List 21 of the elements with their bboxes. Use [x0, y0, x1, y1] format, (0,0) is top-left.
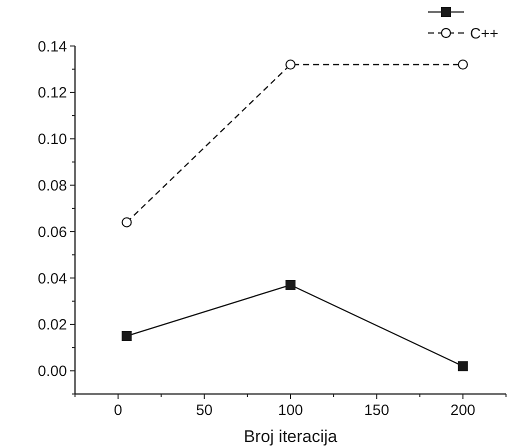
x-tick-label: 50: [196, 402, 213, 419]
y-tick-label: 0.14: [38, 38, 67, 56]
point: [285, 59, 296, 70]
y-tick-label: 0.00: [38, 363, 67, 380]
y-tick-label: 0.10: [38, 131, 67, 148]
point: [286, 280, 296, 290]
y-tick-label: 0.06: [38, 224, 67, 241]
y-tick-label: 0.02: [38, 316, 67, 334]
x-tick-label: 200: [450, 402, 476, 419]
point: [122, 331, 132, 341]
point: [122, 217, 132, 228]
legend-label: C++: [470, 25, 499, 42]
y-tick-label: 0.04: [38, 270, 67, 288]
x-tick-label: 0: [114, 402, 122, 419]
y-tick-label: 0.12: [38, 84, 67, 102]
point: [458, 59, 468, 70]
x-tick-label: 100: [278, 402, 304, 419]
point: [458, 361, 468, 372]
x-axis-title: Broj iteracija: [244, 427, 338, 446]
y-tick-label: 0.08: [38, 177, 67, 194]
x-tick-label: 150: [364, 402, 390, 419]
